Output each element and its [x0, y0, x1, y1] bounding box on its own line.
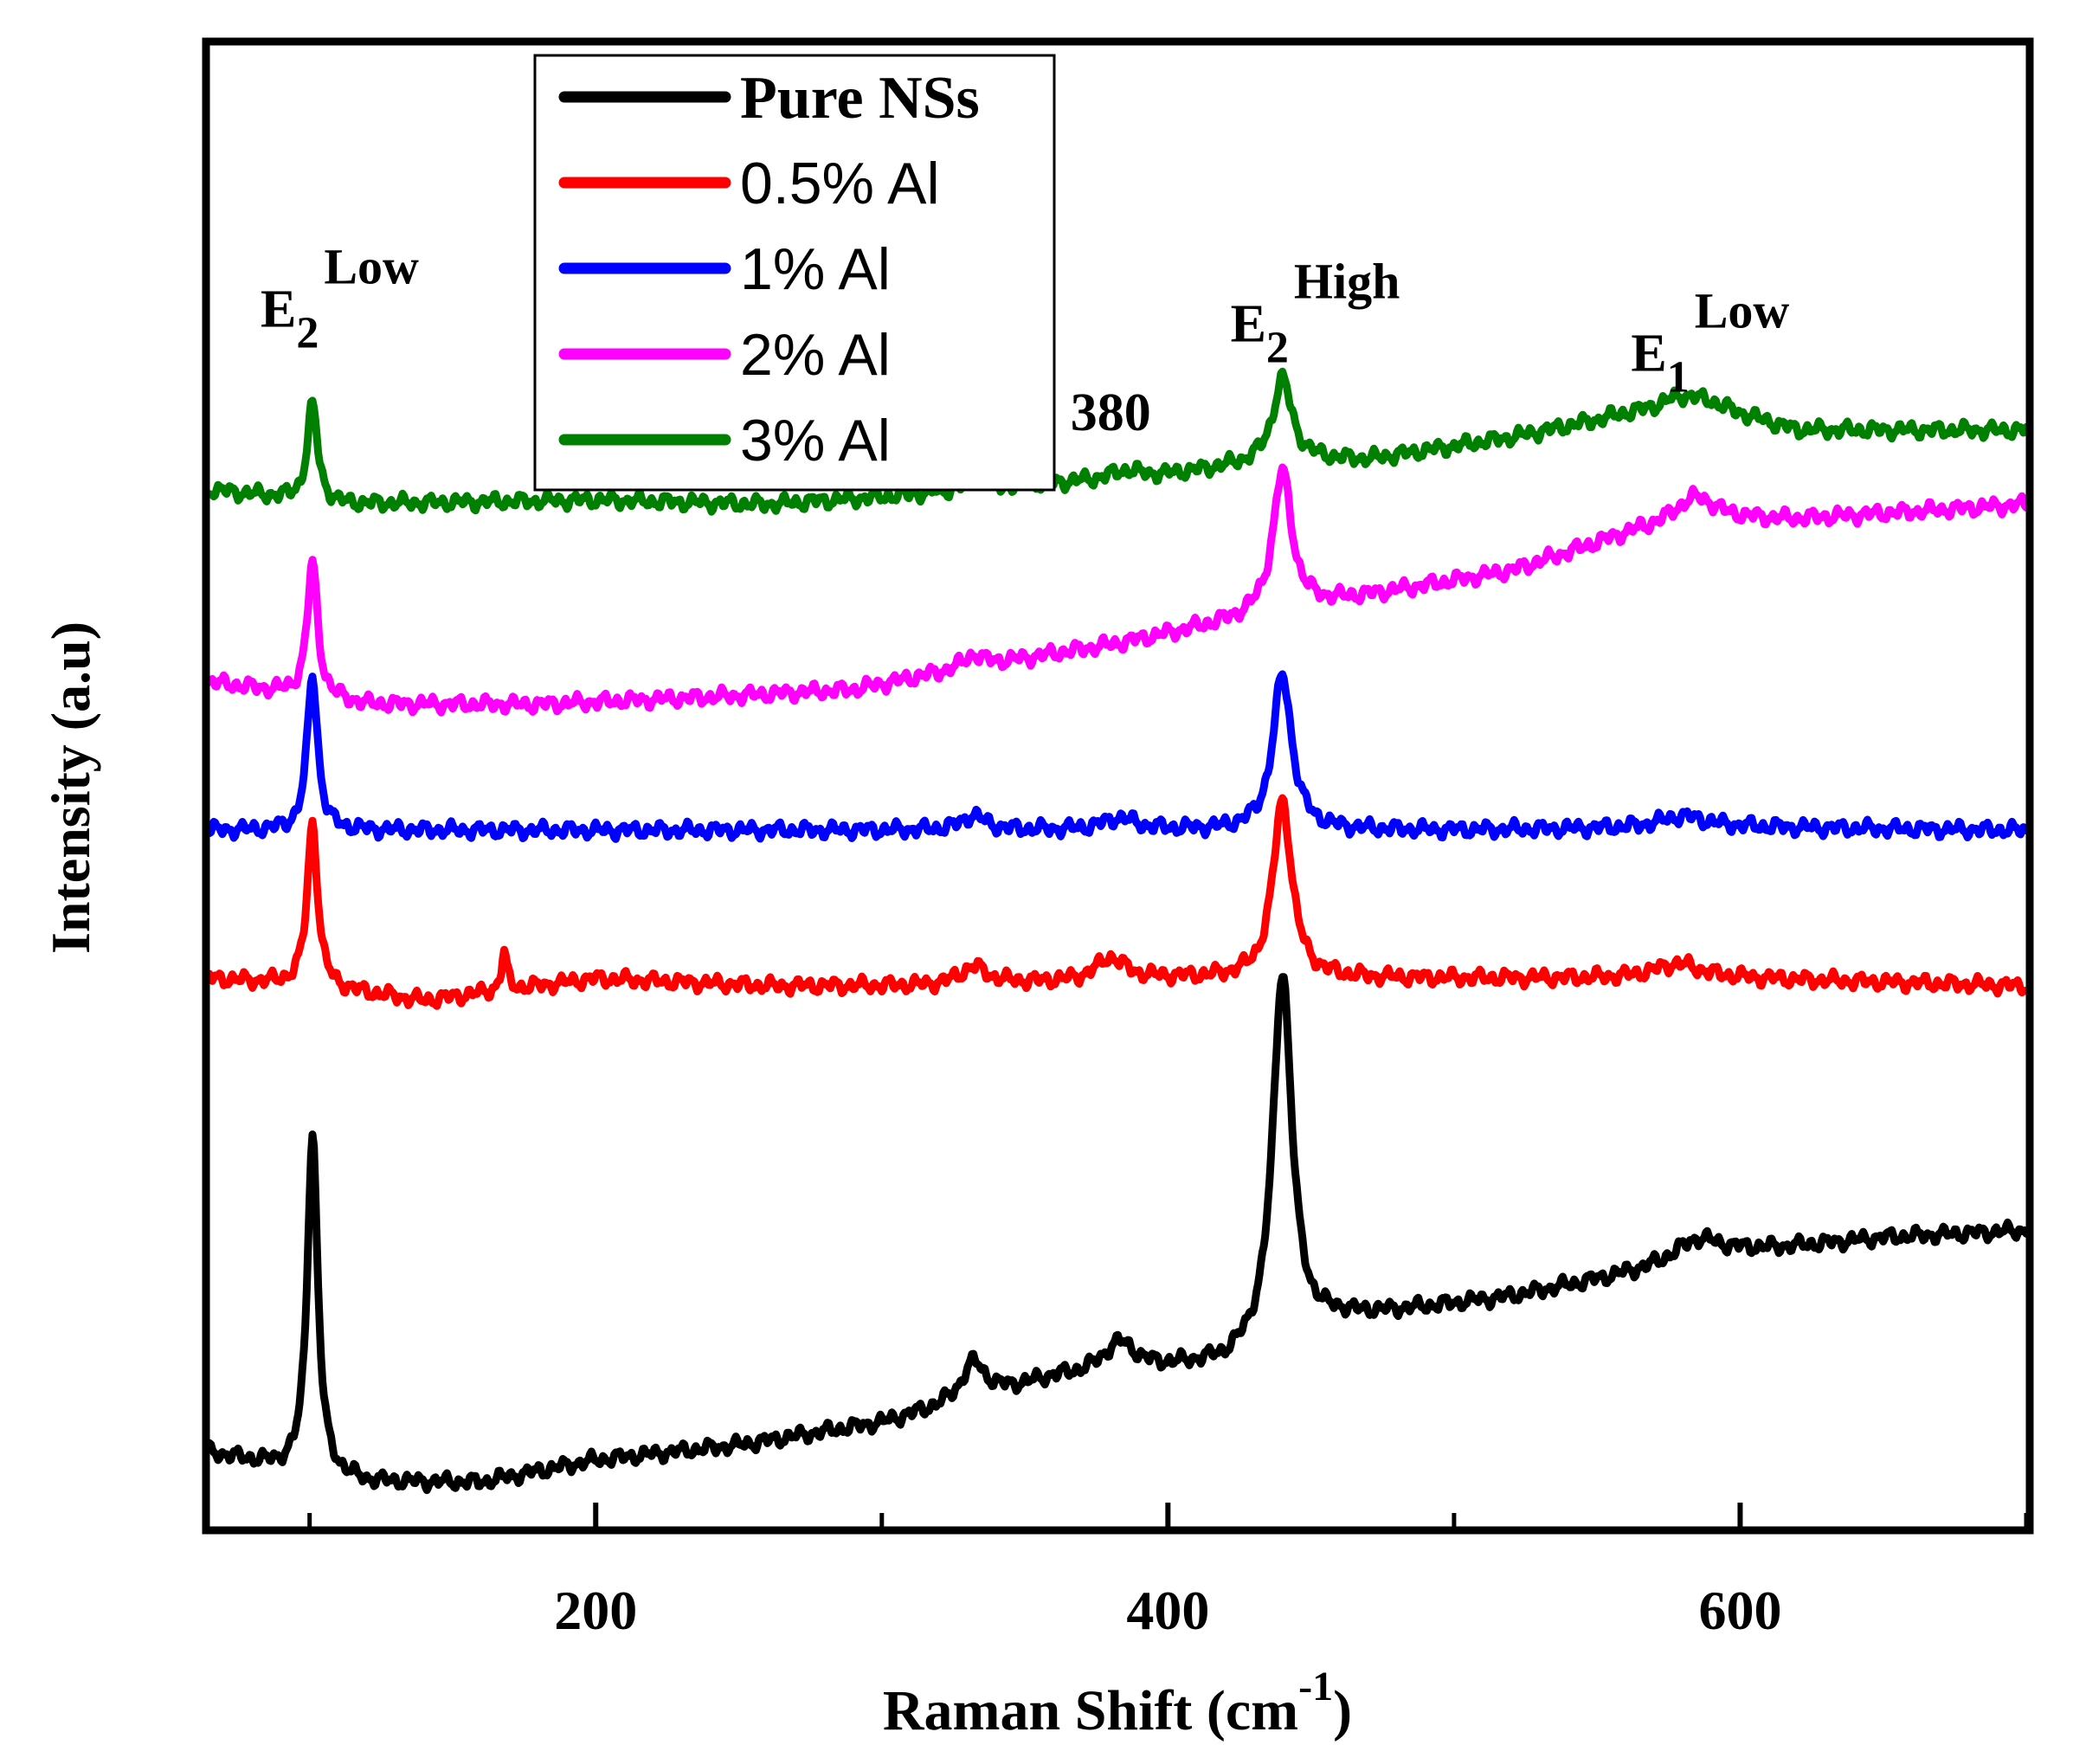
x-tick-label: 400 — [1126, 1580, 1209, 1641]
series-line-4 — [205, 367, 2031, 516]
plot-lines — [205, 367, 2031, 1495]
annotation-e1-low: E1Low — [1631, 283, 1789, 402]
annotation-main: E — [1231, 294, 1266, 353]
x-axis-label-main: Raman Shift (cm — [883, 1679, 1298, 1742]
legend-label-1: 0.5% Al — [740, 151, 940, 216]
y-axis-label: Intensity (a.u) — [40, 621, 101, 954]
annotation-sub: 2 — [1266, 323, 1289, 372]
annotation-sub: 2 — [296, 308, 319, 357]
x-ticks: 200 400 600 — [307, 1503, 2029, 1641]
x-axis-label-close: ) — [1333, 1679, 1352, 1742]
legend: Pure NSs 0.5% Al 1% Al 2% Al 3% Al — [533, 54, 1056, 492]
annotation-e2-high: E2High — [1231, 253, 1400, 372]
legend-label-4: 3% Al — [740, 408, 891, 473]
annotation-380: 380 — [1071, 383, 1151, 442]
x-tick-label: 600 — [1698, 1580, 1781, 1641]
series-line-0 — [205, 973, 2031, 1495]
legend-label-2: 1% Al — [740, 236, 891, 302]
annotation-main: E — [261, 280, 296, 338]
annotation-e2-low: E2Low — [261, 238, 419, 357]
annotation-sup: Low — [1695, 283, 1790, 339]
annotation-sup: High — [1294, 253, 1400, 309]
series-line-2 — [205, 670, 2031, 843]
annotation-sup: Low — [324, 238, 419, 294]
x-tick-label: 200 — [554, 1580, 637, 1641]
series-line-3 — [205, 463, 2031, 717]
annotation-main: E — [1631, 325, 1666, 383]
annotation-sub: 1 — [1667, 353, 1690, 402]
plot-frame — [202, 37, 2034, 1535]
x-axis-label: Raman Shift (cm-1) — [883, 1664, 1352, 1742]
series-line-1 — [205, 794, 2031, 1010]
legend-label-0: Pure NSs — [740, 65, 980, 132]
legend-label-3: 2% Al — [740, 322, 891, 388]
x-axis-label-exponent: -1 — [1298, 1664, 1333, 1709]
